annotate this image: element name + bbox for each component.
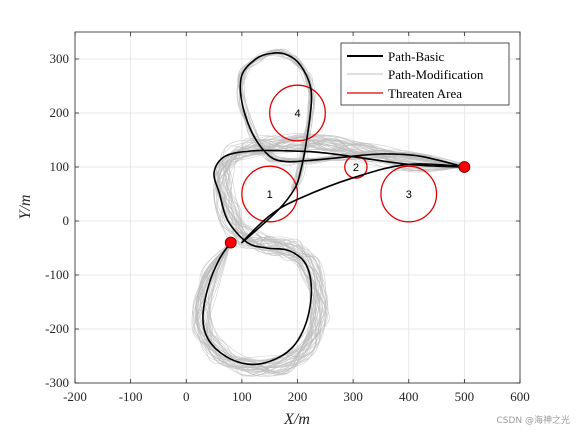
modification-path-line	[207, 137, 465, 364]
x-tick-label: -100	[119, 389, 143, 404]
x-tick-label: 600	[510, 389, 530, 404]
y-tick-label: -100	[45, 267, 69, 282]
watermark: CSDN @海神之光	[496, 416, 570, 426]
modification-path-line	[199, 136, 465, 373]
modification-path-line	[199, 143, 465, 362]
x-tick-label: 500	[455, 389, 475, 404]
x-tick-label: 300	[343, 389, 363, 404]
modification-paths	[191, 48, 469, 377]
threat-circle-3	[380, 165, 438, 223]
modification-path-line	[207, 138, 465, 377]
modification-path-line	[206, 142, 465, 371]
modification-path-line	[199, 139, 465, 370]
modification-path-line	[200, 144, 465, 368]
x-tick-label: 0	[183, 389, 190, 404]
modification-path-line	[241, 54, 464, 189]
x-tick-label: 400	[399, 389, 419, 404]
threat-circle-4	[269, 84, 326, 142]
x-tick-label: 100	[232, 389, 252, 404]
endpoint-1	[458, 161, 471, 173]
threat-areas: 1 2 3 4	[241, 84, 438, 223]
basic-path-line	[202, 51, 465, 366]
legend-label-modification: Path-Modification	[388, 67, 484, 82]
endpoint-0	[224, 236, 237, 249]
y-axis-label: Y/m	[17, 195, 34, 220]
y-tick-label: 200	[50, 105, 70, 120]
y-tick-label: -200	[45, 321, 69, 336]
ticks: -200 -100 0 100 200 300 400 500 600-300-200-1000…	[45, 32, 530, 404]
y-tick-label: 300	[50, 51, 70, 66]
y-tick-label: -300	[45, 375, 69, 390]
x-tick-label: 200	[288, 389, 308, 404]
y-tick-label: 100	[50, 159, 70, 174]
legend: Path-Basic Path-Modification Threaten Ar…	[340, 42, 510, 106]
endpoints	[224, 161, 471, 249]
threat-label-2: 2	[353, 162, 359, 174]
threat-label-1: 1	[267, 189, 273, 201]
threat-circle-1	[241, 165, 299, 223]
modification-path-line	[191, 139, 465, 365]
x-tick-label: -200	[63, 389, 87, 404]
legend-label-threat: Threaten Area	[388, 86, 462, 101]
legend-label-basic: Path-Basic	[388, 49, 445, 64]
modification-path-line	[197, 136, 465, 362]
x-axis-label: X/m	[283, 411, 310, 428]
threat-label-3: 3	[406, 189, 412, 201]
modification-path-line	[198, 139, 465, 361]
modification-path-line	[192, 142, 465, 371]
modification-path-line	[195, 143, 465, 376]
modification-path-line	[197, 139, 465, 373]
basic-path	[202, 51, 465, 366]
threat-label-4: 4	[294, 108, 300, 120]
y-tick-label: 0	[63, 213, 70, 228]
